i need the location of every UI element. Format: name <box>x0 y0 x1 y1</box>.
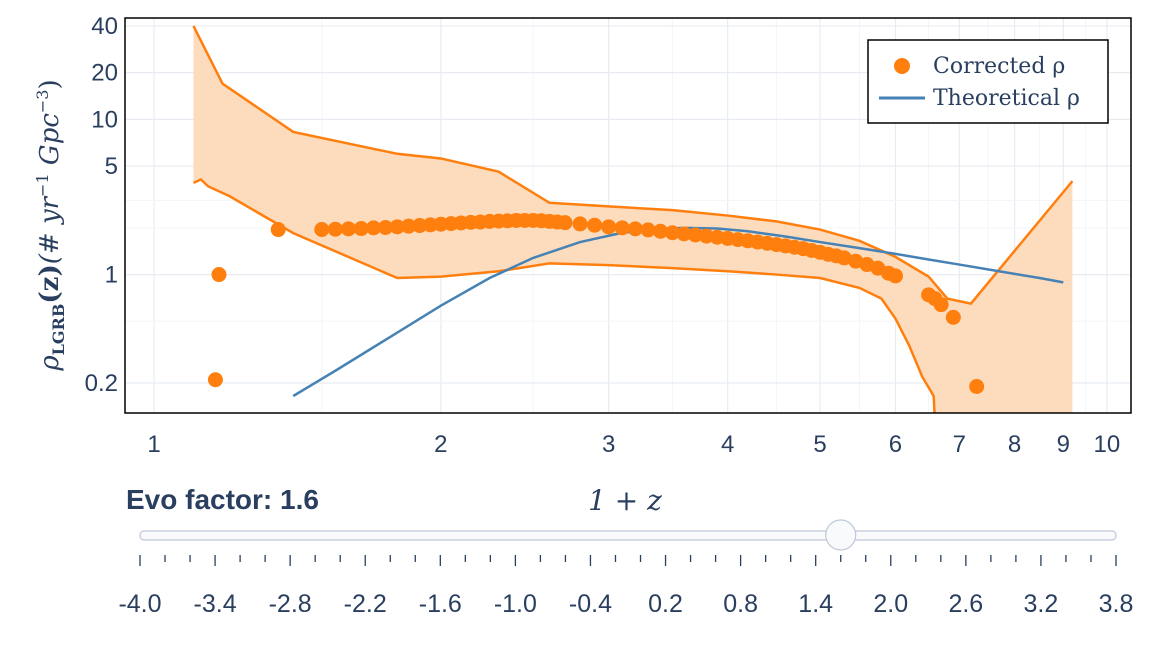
y-tick-label: 5 <box>105 153 118 180</box>
y-axis-units: (# yr <box>35 195 65 264</box>
svg-text:ρLGRB(z)(# yr−1 Gpc−3): ρLGRB(z)(# yr−1 Gpc−3) <box>33 79 68 371</box>
plot-frame <box>124 17 1132 414</box>
legend-marker-corrected <box>894 58 910 74</box>
y-axis-close: ) <box>35 79 65 89</box>
corrected-point <box>587 217 603 233</box>
slider-tick-label: -1.6 <box>419 590 462 618</box>
corrected-point <box>557 215 573 231</box>
y-axis-exp2: −3 <box>33 90 52 114</box>
theoretical-line <box>292 226 1064 398</box>
corrected-point <box>627 221 643 237</box>
y-axis-arg: (z) <box>35 264 65 303</box>
slider-tick-label: -0.4 <box>569 590 612 618</box>
slider-tick-label: -4.0 <box>118 590 161 618</box>
y-axis-exp1: −1 <box>33 173 52 197</box>
corrected-point <box>401 218 417 234</box>
y-axis-mid: Gpc <box>35 113 65 174</box>
corrected-point <box>676 226 692 242</box>
legend-box <box>867 39 1109 124</box>
legend-label-theoretical: Theoretical ρ <box>933 86 1080 111</box>
evo-factor-slider[interactable]: Evo factor: 1.6 -4.0 -3.4 -2.8 -2.2 -1.6 -1.0… <box>118 484 1133 618</box>
slider-tick-label: -2.2 <box>344 590 387 618</box>
slider-tick-label: 2.6 <box>948 590 983 618</box>
x-tick-label: 3 <box>602 431 615 458</box>
legend-label-corrected: Corrected ρ <box>933 54 1065 79</box>
corrected-point <box>933 297 949 313</box>
corrected-point <box>887 268 903 284</box>
corrected-point <box>353 221 369 237</box>
x-tick-label: 7 <box>953 431 966 458</box>
corrected-point <box>314 222 330 238</box>
corrected-point <box>687 227 703 243</box>
slider-tick-label: 1.4 <box>798 590 833 618</box>
corrected-point <box>640 222 656 238</box>
slider-tick-label: 0.8 <box>723 590 758 618</box>
y-tick-label: 1 <box>105 262 118 289</box>
corrected-point <box>836 250 852 266</box>
slider-tick-label: 0.2 <box>648 590 683 618</box>
corrected-point <box>389 219 405 235</box>
corrected-point <box>366 220 382 236</box>
corrected-point <box>614 220 630 236</box>
y-axis-title: ρLGRB(z)(# yr−1 Gpc−3) <box>33 79 68 371</box>
x-tick-label: 10 <box>1094 431 1121 458</box>
y-tick-label: 10 <box>91 106 118 133</box>
corrected-point <box>945 309 961 325</box>
corrected-point <box>378 220 394 236</box>
y-tick-label: 20 <box>91 60 118 87</box>
band-fill <box>193 25 1073 413</box>
x-axis-ticks: 1 2 3 4 5 6 7 8 9 10 <box>147 431 1120 458</box>
slider-current-value-label: Evo factor: 1.6 <box>126 484 319 515</box>
slider-tick-label: -2.8 <box>269 590 312 618</box>
y-axis-rho: ρ <box>35 355 65 372</box>
corrected-point <box>327 221 343 237</box>
corrected-point <box>211 267 227 283</box>
confidence-band <box>192 25 1074 413</box>
corrected-point <box>664 225 680 241</box>
corrected-point <box>572 216 588 232</box>
slider-handle[interactable] <box>825 519 857 551</box>
theoretical-line-layer <box>292 226 1064 398</box>
band-upper-line <box>192 25 1074 305</box>
legend: Corrected ρ Theoretical ρ <box>867 39 1109 124</box>
band-lower-line <box>192 177 936 413</box>
corrected-point <box>601 219 617 235</box>
x-tick-label: 1 <box>147 431 160 458</box>
corrected-point <box>341 221 357 237</box>
slider-tick-label: 2.0 <box>873 590 908 618</box>
x-axis-title: 1 + z <box>588 484 662 517</box>
y-tick-label: 0.2 <box>85 370 118 397</box>
slider-ticks: -4.0 -3.4 -2.8 -2.2 -1.6 -1.0 -0.4 0.2 0.8 1.4 2.0… <box>118 555 1133 618</box>
y-tick-label: 40 <box>91 13 118 40</box>
y-axis-ticks: 0.2 1 5 10 20 40 <box>85 13 118 397</box>
corrected-point <box>207 372 223 388</box>
x-tick-label: 8 <box>1008 431 1021 458</box>
corrected-point <box>412 218 428 234</box>
slider-tick-label: 3.2 <box>1024 590 1059 618</box>
x-tick-label: 9 <box>1057 431 1070 458</box>
slider-tick-label: 3.8 <box>1099 590 1134 618</box>
x-tick-label: 5 <box>813 431 826 458</box>
x-tick-label: 2 <box>434 431 447 458</box>
corrected-points-layer <box>207 213 985 394</box>
x-tick-label: 4 <box>721 431 734 458</box>
corrected-point <box>969 378 985 394</box>
slider-tick-label: -1.0 <box>494 590 537 618</box>
x-tick-label: 6 <box>889 431 902 458</box>
slider-rail[interactable] <box>139 530 1117 541</box>
corrected-point <box>652 223 668 239</box>
corrected-point <box>270 222 286 238</box>
y-axis-sub: LGRB <box>49 304 68 356</box>
slider-tick-label: -3.4 <box>194 590 237 618</box>
